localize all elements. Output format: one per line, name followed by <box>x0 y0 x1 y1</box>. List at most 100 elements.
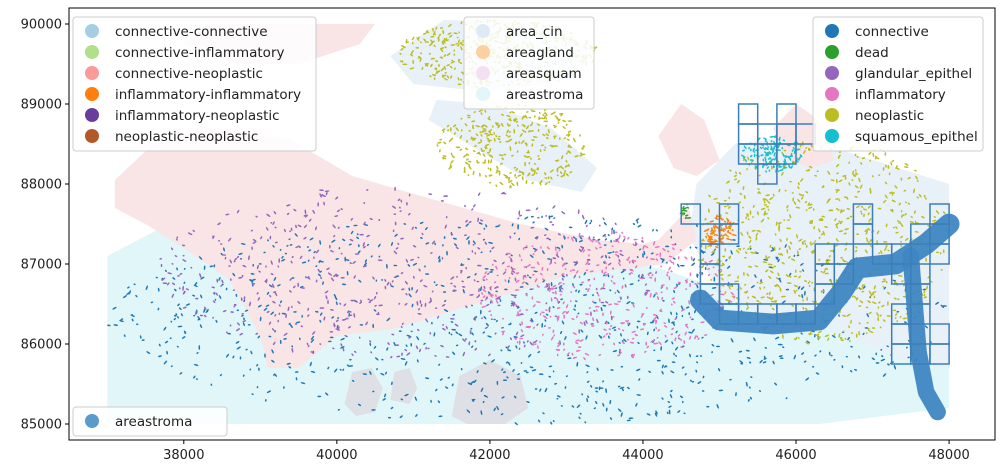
cell-point <box>858 355 861 359</box>
cell-point <box>342 368 345 371</box>
cell-point <box>688 300 691 305</box>
cell-point <box>525 293 528 297</box>
cell-point <box>555 287 558 290</box>
cell-point <box>886 345 889 348</box>
cell-point <box>618 234 621 240</box>
cell-point <box>887 363 890 366</box>
cell-point <box>797 286 801 290</box>
cell-point <box>593 407 596 410</box>
cell-point <box>754 274 757 279</box>
cell-point <box>532 221 535 224</box>
cell-point <box>598 354 602 356</box>
cell-point <box>782 166 788 169</box>
cell-point <box>696 273 699 276</box>
cell-point <box>263 307 268 311</box>
cell-point <box>356 233 359 236</box>
cell-point <box>425 242 430 245</box>
cell-point <box>141 339 145 341</box>
cell-point <box>445 325 448 330</box>
cell-point <box>655 258 659 262</box>
cell-point <box>373 295 377 300</box>
cell-point <box>631 356 635 359</box>
cell-point <box>845 355 848 358</box>
cell-point <box>470 327 473 330</box>
cell-point <box>520 258 523 262</box>
x-tick-label: 38000 <box>163 448 204 463</box>
cell-point <box>344 335 348 338</box>
cell-point <box>659 252 662 258</box>
cell-point <box>660 291 663 294</box>
cell-point <box>450 321 454 323</box>
cell-point <box>499 299 502 302</box>
cell-point <box>482 295 486 299</box>
cell-point <box>609 399 612 405</box>
cell-point <box>613 329 617 331</box>
cell-point <box>454 243 458 247</box>
cell-point <box>289 323 293 329</box>
cell-point <box>782 346 785 349</box>
cell-point <box>645 256 648 259</box>
cell-point <box>370 255 373 258</box>
cell-point <box>551 291 555 294</box>
cell-point <box>674 337 677 342</box>
cell-point <box>670 235 673 239</box>
cell-point <box>654 246 660 248</box>
cell-point <box>244 309 249 312</box>
cell-point <box>561 273 565 275</box>
cell-point <box>457 39 460 44</box>
cell-point <box>179 372 183 375</box>
cell-point <box>597 241 601 245</box>
cell-point <box>482 331 486 334</box>
cell-point <box>342 238 346 242</box>
cell-point <box>906 346 908 349</box>
cell-point <box>240 243 246 245</box>
cell-point <box>457 226 461 229</box>
cell-point <box>193 284 198 287</box>
cell-point <box>483 227 486 230</box>
cell-point <box>614 222 617 226</box>
cell-point <box>584 352 590 356</box>
cell-point <box>636 394 641 396</box>
cell-point <box>252 263 255 267</box>
cell-point <box>510 300 515 303</box>
cell-point <box>670 333 674 336</box>
cell-point <box>711 344 715 347</box>
cell-point <box>668 318 670 324</box>
cell-point <box>478 288 480 293</box>
cell-point <box>440 284 445 287</box>
cell-point <box>452 313 456 316</box>
cell-point <box>391 381 393 386</box>
cell-point <box>482 279 486 281</box>
cell-point <box>598 334 602 339</box>
cell-point <box>800 263 804 266</box>
cell-point <box>175 313 178 316</box>
cell-point <box>409 53 414 57</box>
cell-point <box>601 269 604 274</box>
cell-point <box>689 335 692 340</box>
cell-point <box>438 33 441 37</box>
cell-point <box>739 360 744 364</box>
cell-point <box>643 322 646 326</box>
legend-label: connective <box>855 24 929 40</box>
cell-point <box>621 285 624 289</box>
cell-point <box>477 247 481 250</box>
cell-point <box>672 321 675 326</box>
cell-point <box>620 412 623 417</box>
cell-point <box>670 303 673 306</box>
cell-point <box>547 327 552 329</box>
cell-point <box>274 292 278 297</box>
cell-point <box>398 330 402 333</box>
cell-point <box>685 306 690 309</box>
cell-point <box>203 265 206 270</box>
cell-point <box>352 379 355 382</box>
cell-point <box>620 365 624 368</box>
cell-point <box>272 283 275 289</box>
cell-point <box>558 290 563 293</box>
cell-point <box>595 390 599 393</box>
cell-point <box>688 331 693 334</box>
cell-point <box>677 281 681 284</box>
cell-point <box>528 276 532 279</box>
cell-point <box>501 317 505 320</box>
cell-point <box>496 405 499 411</box>
cell-point <box>610 315 613 321</box>
